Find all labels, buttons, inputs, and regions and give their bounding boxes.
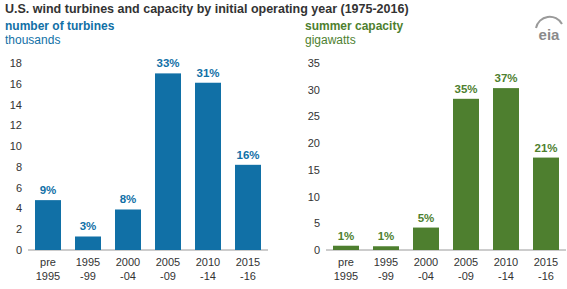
logo: eia — [536, 17, 562, 43]
bar — [195, 83, 221, 250]
bar — [533, 158, 559, 250]
bars — [333, 88, 559, 250]
bar — [373, 246, 399, 250]
share-label: 33% — [156, 57, 179, 69]
panel: summer capacitygigawatts 0 5 10 15 20 25 30 35 1%… — [305, 19, 566, 282]
chart: eia number of turbinesthousands 0 2 4 6 8 10 12 1… — [0, 0, 567, 289]
y-tick-label: 4 — [16, 202, 22, 214]
share-label: 35% — [454, 83, 477, 95]
y-tick-label: 0 — [16, 244, 22, 256]
x-tick-label: 1995-99 — [76, 256, 100, 282]
y-tick-label: 8 — [16, 161, 22, 173]
share-label: 8% — [120, 193, 137, 205]
x-tick-label: 2000-04 — [116, 256, 140, 282]
y-tick-label: 14 — [10, 99, 22, 111]
x-tick-label: 2010-14 — [494, 256, 518, 282]
y-tick-label: 10 — [10, 140, 22, 152]
share-label: 16% — [236, 149, 259, 161]
share-label: 31% — [196, 67, 219, 79]
bar — [413, 228, 439, 250]
y-axis-label: gigawatts — [305, 33, 356, 47]
share-label: 5% — [418, 212, 435, 224]
share-label: 9% — [40, 184, 57, 196]
panel: number of turbinesthousands 0 2 4 6 8 10 12 14 16… — [5, 19, 268, 282]
y-tick-label: 25 — [308, 110, 320, 122]
bar — [235, 165, 261, 250]
share-label: 21% — [534, 142, 557, 154]
x-axis-line — [28, 250, 268, 251]
bar — [35, 200, 61, 250]
x-tick-label: 2010-14 — [196, 256, 220, 282]
x-tick-label: pre1995 — [334, 256, 358, 282]
y-tick-label: 18 — [10, 57, 22, 69]
x-tick-label: 1995-99 — [374, 256, 398, 282]
y-tick-label: 30 — [308, 84, 320, 96]
title: U.S. wind turbines and capacity by initi… — [5, 2, 409, 16]
bar — [75, 236, 101, 250]
y-tick-label: 20 — [308, 137, 320, 149]
bar — [333, 246, 359, 250]
bar — [453, 99, 479, 250]
x-tick-label: 2005-09 — [156, 256, 180, 282]
share-label: 37% — [494, 72, 517, 84]
y-tick-label: 15 — [308, 164, 320, 176]
y-tick-label: 2 — [16, 223, 22, 235]
y-axis-label: thousands — [5, 33, 60, 47]
y-tick-label: 0 — [314, 244, 320, 256]
y-tick-label: 12 — [10, 119, 22, 131]
y-tick-label: 6 — [16, 182, 22, 194]
bar — [155, 73, 181, 250]
y-tick-label: 16 — [10, 78, 22, 90]
x-tick-label: 2015-16 — [236, 256, 260, 282]
share-label: 1% — [338, 230, 355, 242]
x-tick-label: pre1995 — [36, 256, 60, 282]
x-tick-label: 2000-04 — [414, 256, 438, 282]
share-label: 1% — [378, 230, 395, 242]
bar — [493, 88, 519, 250]
share-label: 3% — [80, 220, 97, 232]
bar — [115, 209, 141, 250]
subtitle: summer capacity — [305, 19, 403, 33]
bars — [35, 73, 261, 250]
x-tick-label: 2015-16 — [534, 256, 558, 282]
x-tick-label: 2005-09 — [454, 256, 478, 282]
y-tick-label: 35 — [308, 57, 320, 69]
y-tick-label: 5 — [314, 217, 320, 229]
subtitle: number of turbines — [5, 19, 115, 33]
x-axis-line — [326, 250, 566, 251]
y-tick-label: 10 — [308, 191, 320, 203]
logo-text: eia — [539, 26, 561, 43]
